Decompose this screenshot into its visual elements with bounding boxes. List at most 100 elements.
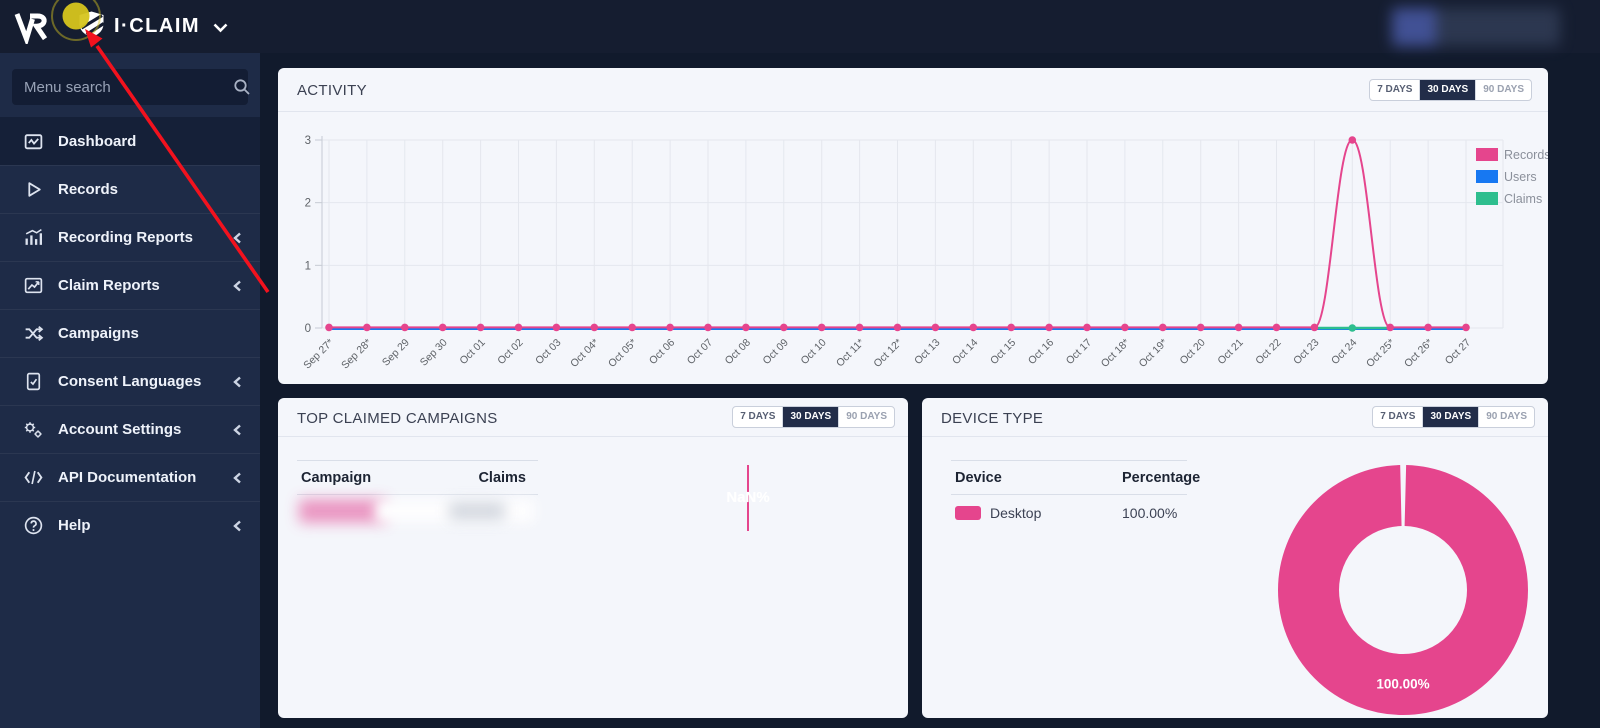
legend-label-users[interactable]: Users	[1504, 170, 1537, 184]
campaign-name-blurred	[299, 499, 387, 523]
range-button-30-days[interactable]: 30 DAYS	[1422, 407, 1479, 427]
sidebar-item-consent-languages[interactable]: Consent Languages	[0, 357, 260, 405]
consent-languages-icon	[22, 371, 44, 393]
legend-swatch-claims[interactable]	[1476, 192, 1498, 205]
company-logo-icon[interactable]	[13, 8, 49, 49]
user-account-badge-blurred[interactable]	[1392, 8, 1560, 46]
sidebar-item-label: Recording Reports	[58, 229, 194, 246]
svg-text:Oct 22: Oct 22	[1253, 337, 1283, 367]
device-type-panel: DEVICE TYPE 7 DAYS 30 DAYS 90 DAYS 100.00%…	[922, 398, 1548, 718]
sidebar-item-label: Claim Reports	[58, 277, 160, 294]
legend-label-records[interactable]: Records	[1504, 148, 1548, 162]
range-button-30-days[interactable]: 30 DAYS	[1419, 80, 1476, 100]
sidebar-item-claim-reports[interactable]: Claim Reports	[0, 261, 260, 309]
activity-panel: ACTIVITY 7 DAYS 30 DAYS 90 DAYS 0 1 2 3 Sep 27…	[278, 68, 1548, 384]
sidebar-item-label: Account Settings	[58, 421, 182, 438]
search-icon[interactable]	[233, 78, 251, 96]
sidebar-item-dashboard[interactable]: Dashboard	[0, 117, 260, 165]
device-table: Device Percentage Desktop 100.00%	[951, 460, 1200, 530]
svg-text:Oct 15: Oct 15	[988, 337, 1018, 367]
svg-text:Oct 14: Oct 14	[950, 337, 980, 367]
range-button-7-days[interactable]: 7 DAYS	[1380, 411, 1416, 422]
svg-text:Oct 11*: Oct 11*	[834, 337, 867, 370]
iclaim-shield-icon	[78, 10, 105, 43]
device-percentage: 100.00%	[1122, 504, 1178, 521]
sidebar-item-help[interactable]: Help	[0, 501, 260, 549]
svg-text:Oct 12*: Oct 12*	[871, 337, 904, 370]
svg-text:1: 1	[305, 260, 311, 272]
chevron-left-icon	[231, 375, 244, 389]
svg-text:Sep 30: Sep 30	[418, 337, 450, 369]
account-settings-icon	[22, 419, 44, 441]
sidebar-item-campaigns[interactable]: Campaigns	[0, 309, 260, 357]
svg-text:Oct 27: Oct 27	[1443, 337, 1473, 367]
svg-text:Oct 05*: Oct 05*	[606, 337, 639, 370]
svg-text:Oct 16: Oct 16	[1026, 337, 1056, 367]
sidebar-item-label: Campaigns	[58, 325, 139, 342]
range-button-90-days[interactable]: 90 DAYS	[838, 407, 894, 427]
recording-reports-icon	[22, 227, 44, 249]
svg-text:Oct 24: Oct 24	[1329, 337, 1359, 367]
sidebar-item-label: Records	[58, 181, 119, 198]
svg-text:Oct 13: Oct 13	[912, 337, 942, 367]
claim-reports-icon	[22, 275, 44, 297]
percentage-column-header: Percentage	[1122, 469, 1201, 486]
range-button-30-days[interactable]: 30 DAYS	[782, 407, 839, 427]
sidebar-item-account-settings[interactable]: Account Settings	[0, 405, 260, 453]
chevron-left-icon	[231, 231, 244, 245]
svg-text:Oct 07: Oct 07	[685, 337, 715, 367]
campaign-column-header: Campaign	[301, 469, 372, 486]
sidebar-item-recording-reports[interactable]: Recording Reports	[0, 213, 260, 261]
svg-text:Oct 18*: Oct 18*	[1099, 337, 1132, 370]
chevron-left-icon	[231, 423, 244, 437]
svg-text:2: 2	[305, 198, 311, 210]
svg-text:Sep 27*: Sep 27*	[301, 337, 336, 372]
svg-text:Oct 01: Oct 01	[457, 337, 487, 367]
claims-column-header: Claims	[478, 469, 526, 486]
pie-nan-label: NaN%	[726, 489, 770, 506]
sidebar-item-label: Dashboard	[58, 132, 137, 150]
svg-text:Oct 02: Oct 02	[495, 337, 525, 367]
sidebar-menu: Dashboard Records Recording Reports Claim R…	[0, 117, 260, 549]
range-button-7-days[interactable]: 7 DAYS	[740, 411, 776, 422]
activity-range-group: 7 DAYS 30 DAYS 90 DAYS	[1369, 79, 1532, 101]
campaign-row-blurred[interactable]	[297, 495, 538, 528]
svg-text:0: 0	[305, 323, 311, 335]
records-icon	[22, 179, 44, 201]
sidebar-item-records[interactable]: Records	[0, 165, 260, 213]
chevron-down-icon[interactable]	[213, 20, 228, 38]
device-donut-chart: 100.00%	[1278, 465, 1528, 715]
activity-title: ACTIVITY	[297, 82, 367, 99]
svg-text:Oct 25*: Oct 25*	[1364, 337, 1397, 370]
sidebar-item-label: Consent Languages	[58, 373, 202, 390]
campaigns-pie-chart: NaN%	[682, 465, 814, 531]
legend-swatch-users[interactable]	[1476, 170, 1498, 183]
pie-slice-degenerate	[747, 465, 749, 531]
range-button-90-days[interactable]: 90 DAYS	[1475, 80, 1531, 100]
sidebar-item-api-documentation[interactable]: API Documentation	[0, 453, 260, 501]
svg-text:Oct 26*: Oct 26*	[1402, 337, 1435, 370]
svg-text:Oct 06: Oct 06	[647, 337, 677, 367]
svg-text:3: 3	[305, 135, 311, 147]
campaigns-table: Campaign Claims	[297, 460, 538, 528]
range-button-90-days[interactable]: 90 DAYS	[1478, 407, 1534, 427]
svg-text:Oct 10: Oct 10	[798, 337, 828, 367]
help-icon	[22, 515, 44, 537]
chevron-left-icon	[231, 519, 244, 533]
device-title: DEVICE TYPE	[941, 410, 1044, 427]
legend-swatch-records[interactable]	[1476, 148, 1498, 161]
range-button-7-days[interactable]: 7 DAYS	[1377, 84, 1413, 95]
device-row: Desktop 100.00%	[951, 495, 1187, 530]
svg-text:Oct 03: Oct 03	[533, 337, 563, 367]
brand[interactable]: I·CLAIM	[62, 0, 228, 53]
chevron-left-icon	[231, 279, 244, 293]
svg-text:Sep 29: Sep 29	[380, 337, 412, 369]
device-color-swatch	[955, 505, 981, 520]
device-range-group: 7 DAYS 30 DAYS 90 DAYS	[1372, 406, 1535, 428]
dashboard-icon	[22, 130, 44, 152]
search-input[interactable]	[12, 78, 233, 96]
brand-title: I·CLAIM	[114, 15, 201, 37]
legend-label-claims[interactable]: Claims	[1504, 192, 1542, 206]
svg-text:Oct 09: Oct 09	[761, 337, 791, 367]
